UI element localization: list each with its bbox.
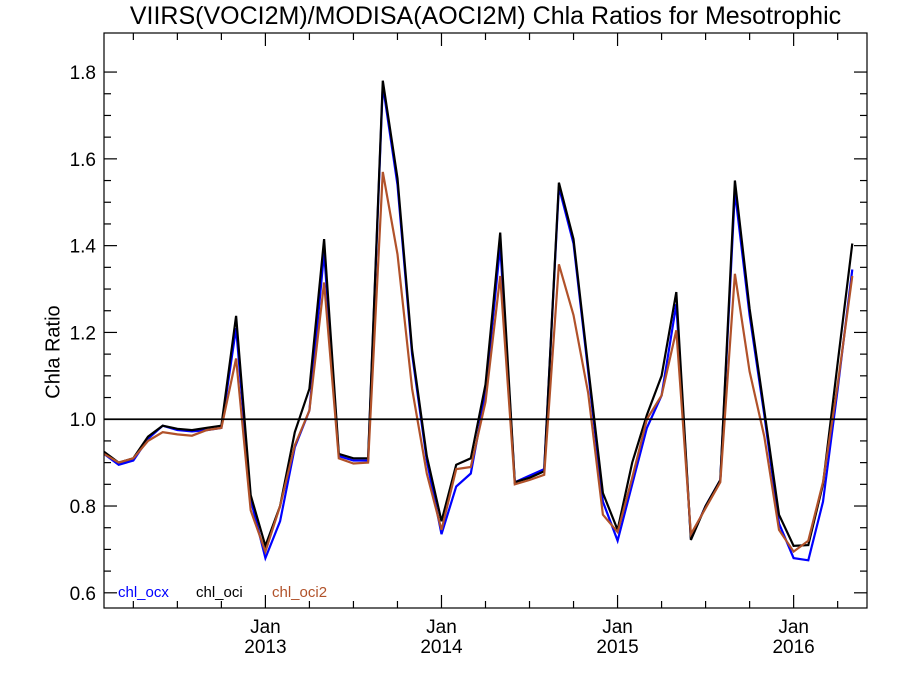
x-tick-label-month: Jan	[778, 617, 809, 638]
y-tick-label: 1.0	[70, 410, 96, 431]
x-tick-label-year: 2015	[596, 637, 638, 658]
x-tick-label-month: Jan	[602, 617, 633, 638]
x-tick-label-year: 2013	[244, 637, 286, 658]
series-line-chl-ocx	[104, 84, 854, 562]
legend-entry-chl-oci: chl_oci	[196, 584, 243, 601]
x-tick-label-year: 2014	[420, 637, 463, 658]
x-tick-label-month: Jan	[250, 617, 281, 638]
y-tick-label: 1.8	[70, 63, 96, 84]
y-tick-label: 0.8	[70, 497, 96, 518]
plot-frame	[103, 32, 868, 609]
y-tick-label: 0.6	[70, 584, 96, 605]
legend: chl_ocx chl_oci chl_oci2	[118, 584, 327, 601]
series-line-chl-oci2	[104, 171, 854, 556]
chart-title: VIIRS(VOCI2M)/MODISA(AOCI2M) Chla Ratios…	[129, 2, 842, 30]
y-tick-label: 1.6	[70, 150, 96, 171]
legend-entry-chl-oci2: chl_oci2	[272, 584, 327, 601]
x-tick-label-year: 2016	[772, 637, 814, 658]
x-tick-label-month: Jan	[426, 617, 457, 638]
y-tick-label: 1.4	[70, 237, 97, 258]
series-layer	[104, 80, 854, 562]
legend-entry-chl-ocx: chl_ocx	[118, 584, 169, 601]
axis-layer: 0.60.81.01.21.41.61.8Jan2013Jan2014Jan20…	[70, 32, 868, 658]
y-tick-label: 1.2	[70, 323, 96, 344]
series-line-chl-oci	[104, 80, 854, 550]
